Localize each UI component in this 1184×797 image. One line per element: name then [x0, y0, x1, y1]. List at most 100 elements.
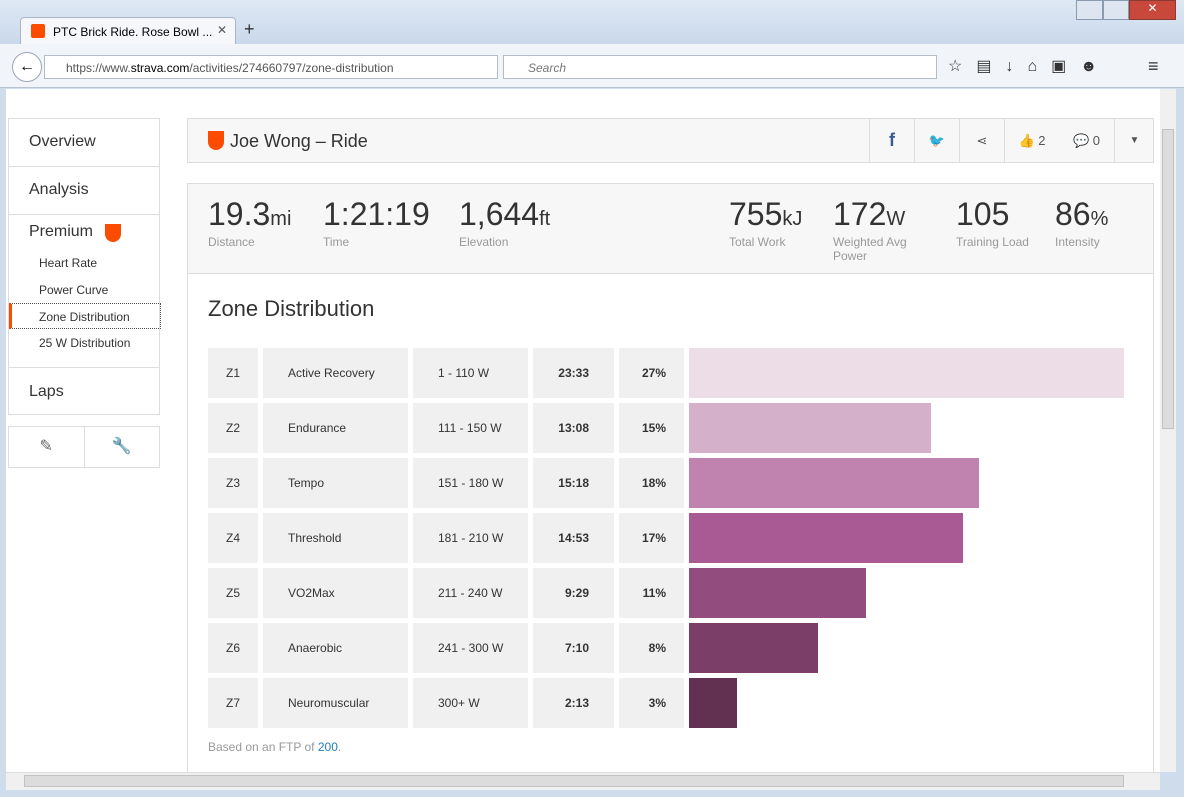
zone-range: 111 - 150 W	[413, 403, 528, 453]
settings-button[interactable]: 🔧	[111, 438, 132, 455]
zones-title: Zone Distribution	[208, 296, 375, 321]
stat-label: Time	[323, 235, 350, 249]
search-bar[interactable]: Search	[503, 55, 937, 79]
footnote: Based on an FTP of 200.	[208, 740, 341, 754]
stat-unit: ft	[539, 208, 551, 230]
zone-time: 23:33	[533, 348, 614, 398]
sidebar: Overview Analysis Premium Heart Rate Pow…	[8, 118, 161, 415]
zone-id: Z2	[208, 403, 258, 453]
zone-time: 13:08	[533, 403, 614, 453]
url-domain: strava.com	[130, 61, 190, 75]
page: Overview Analysis Premium Heart Rate Pow…	[6, 89, 1160, 772]
close[interactable]: ✕	[1129, 0, 1176, 20]
stat-value: 105	[956, 196, 1009, 233]
zone-id: Z4	[208, 513, 258, 563]
zone-bar	[689, 568, 867, 618]
vertical-scrollbar[interactable]	[1160, 89, 1176, 772]
zone-percent: 15%	[619, 403, 684, 453]
stat-value: 172W	[833, 196, 905, 233]
scroll-thumb[interactable]	[1162, 129, 1174, 429]
maximize[interactable]	[1103, 0, 1129, 20]
zone-time: 15:18	[533, 458, 614, 508]
zone-range: 300+ W	[413, 678, 528, 728]
zone-id: Z6	[208, 623, 258, 673]
zone-id: Z3	[208, 458, 258, 508]
comment-count: 0	[1092, 133, 1101, 148]
zone-name: Endurance	[263, 403, 408, 453]
share[interactable]: ⋖	[959, 119, 1004, 162]
minimize[interactable]	[1076, 0, 1103, 20]
stat-label: Intensity	[1055, 235, 1100, 249]
nav-overview[interactable]: Overview	[29, 133, 96, 150]
comments[interactable]: 💬 0	[1072, 133, 1101, 148]
zone-percent: 8%	[619, 623, 684, 673]
zone-id: Z1	[208, 348, 258, 398]
nav-25w-distribution[interactable]: 25 W Distribution	[39, 336, 131, 350]
stats: 19.3mi Distance 1:21:19 Time 1,644ft Elevatio…	[188, 184, 1153, 274]
stat-number: 1:21:19	[323, 196, 430, 232]
stat-value: 19.3mi	[208, 196, 291, 233]
activity-header: Joe Wong – Ride f 🐦 ⋖ 👍 2 💬 0 ▼	[187, 118, 1154, 163]
horizontal-scrollbar[interactable]	[6, 772, 1160, 790]
stat-label: Distance	[208, 235, 255, 249]
premium-badge	[208, 131, 224, 150]
stat-value: 1:21:19	[323, 196, 430, 233]
menu-button[interactable]: ≡	[1148, 56, 1159, 76]
url-prefix: https://www.	[66, 61, 131, 75]
zone-range: 151 - 180 W	[413, 458, 528, 508]
zone-time: 7:10	[533, 623, 614, 673]
zone-range: 181 - 210 W	[413, 513, 528, 563]
nav-heart-rate[interactable]: Heart Rate	[39, 256, 98, 270]
facebook-share[interactable]: f	[869, 119, 914, 162]
search-placeholder: Search	[528, 61, 567, 75]
stat-number: 86	[1055, 196, 1091, 232]
zone-name: Neuromuscular	[263, 678, 408, 728]
footnote-end: .	[337, 740, 342, 754]
stat-unit: W	[886, 208, 906, 230]
stat-number: 105	[956, 196, 1010, 232]
zone-percent: 27%	[619, 348, 684, 398]
nav-laps[interactable]: Laps	[29, 383, 64, 400]
tools: ✎ 🔧	[8, 426, 160, 468]
nav-bar: ← https://www.strava.com/activities/2746…	[0, 44, 1184, 88]
zone-name: Tempo	[263, 458, 408, 508]
nav-analysis[interactable]: Analysis	[29, 181, 89, 198]
twitter-share[interactable]: 🐦	[914, 119, 959, 162]
url-bar[interactable]: https://www.strava.com/activities/274660…	[44, 55, 498, 79]
zone-table: Z1 Active Recovery 1 - 110 W 23:33 27% Z2 Endu…	[208, 348, 1128, 738]
tab-close[interactable]: ✕	[216, 23, 227, 37]
premium-badge	[105, 224, 121, 242]
stat-number: 1,644	[459, 196, 540, 232]
toolbar-icons[interactable]: ☆▤↓⌂▣☻	[948, 58, 1112, 75]
edit-button[interactable]: ✎	[9, 427, 85, 467]
tab-title: PTC Brick Ride. Rose Bowl ...	[53, 25, 213, 39]
social-actions: f 🐦 ⋖ 👍 2 💬 0 ▼	[869, 119, 1154, 162]
nav-premium[interactable]: Premium	[29, 223, 94, 240]
stat-number: 755	[729, 196, 783, 232]
zone-range: 1 - 110 W	[413, 348, 528, 398]
zone-bar	[689, 678, 738, 728]
more[interactable]: ▼	[1114, 119, 1154, 162]
zone-bar	[689, 403, 931, 453]
kudos-count: 2	[1038, 133, 1046, 148]
tab-bar: PTC Brick Ride. Rose Bowl ... ✕ + ✕	[0, 0, 1184, 45]
stat-label: Total Work	[729, 235, 786, 249]
zone-time: 14:53	[533, 513, 614, 563]
nav-power-curve[interactable]: Power Curve	[39, 283, 109, 297]
zone-name: Anaerobic	[263, 623, 408, 673]
back-button[interactable]: ←	[12, 52, 42, 82]
tab[interactable]: PTC Brick Ride. Rose Bowl ... ✕	[20, 17, 236, 45]
new-tab[interactable]: +	[244, 19, 255, 39]
ftp-link[interactable]: 200	[317, 740, 338, 754]
nav-zone-distribution[interactable]: Zone Distribution	[9, 303, 161, 329]
scroll-thumb[interactable]	[24, 775, 1124, 787]
stat-number: 172	[833, 196, 887, 232]
stat-label: Training Load	[956, 235, 1029, 249]
zone-bar	[689, 513, 963, 563]
zone-time: 9:29	[533, 568, 614, 618]
kudos[interactable]: 👍 2	[1004, 119, 1059, 162]
zone-bar	[689, 458, 979, 508]
stat-unit: %	[1090, 208, 1109, 230]
stat-unit: mi	[270, 208, 292, 230]
